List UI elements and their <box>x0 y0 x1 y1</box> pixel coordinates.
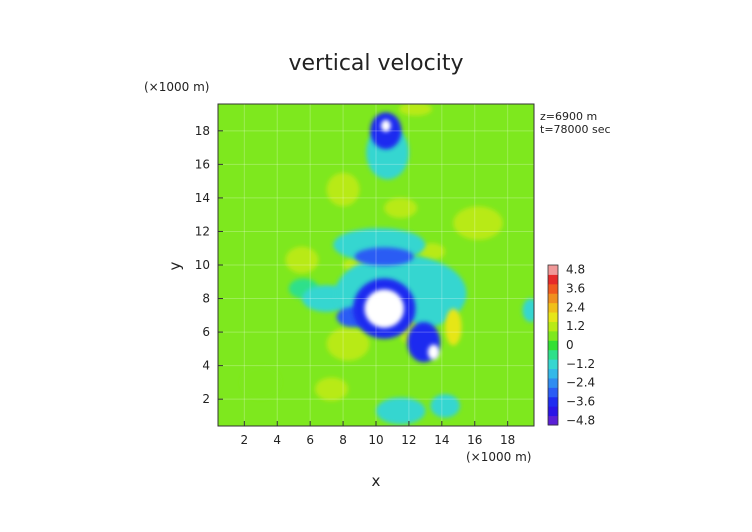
velocity-cell-27 <box>418 243 446 260</box>
colorbar-swatch-6 <box>548 359 558 370</box>
x-tick-label-0: 2 <box>241 433 249 447</box>
colorbar-swatch-16 <box>548 265 558 275</box>
grid-lines <box>218 104 534 426</box>
y-tick-label-3: 8 <box>202 292 210 306</box>
y-tick-label-1: 4 <box>202 359 210 373</box>
velocity-cell-25 <box>241 365 281 400</box>
velocity-cell-20 <box>326 172 360 207</box>
colorbar-swatch-8 <box>548 340 558 351</box>
velocity-cell-7 <box>354 247 414 266</box>
x-axis-ticks: 2 4 6 8 10 12 14 16 18 <box>241 421 515 447</box>
colorbar-swatch-12 <box>548 302 558 313</box>
colorbar-swatch-14 <box>548 283 558 294</box>
y-axis-unit: (×1000 m) <box>144 80 209 94</box>
annotation-time: t=78000 sec <box>540 123 611 136</box>
colorbar-label-5: −1.2 <box>566 357 595 371</box>
colorbar-label-8: −4.8 <box>566 413 595 427</box>
x-tick-label-3: 8 <box>339 433 347 447</box>
velocity-cell-11 <box>376 397 426 425</box>
velocity-cell-16 <box>445 308 462 346</box>
velocity-cell-15 <box>522 298 534 323</box>
velocity-cell-21 <box>453 206 503 240</box>
y-tick-label-6: 14 <box>195 191 210 205</box>
y-tick-label-5: 12 <box>195 224 210 238</box>
colorbar-label-7: −3.6 <box>566 394 595 408</box>
x-tick-label-6: 14 <box>434 433 449 447</box>
x-tick-label-2: 6 <box>306 433 314 447</box>
velocity-cell-22 <box>285 246 319 274</box>
x-tick-label-5: 12 <box>401 433 416 447</box>
annotation-height: z=6900 m <box>540 110 597 123</box>
y-tick-label-8: 18 <box>195 124 210 138</box>
x-tick-label-1: 4 <box>273 433 281 447</box>
colorbar-swatch-10 <box>548 321 558 332</box>
velocity-field <box>241 104 534 425</box>
colorbar-swatch-2 <box>548 396 558 407</box>
colorbar-frame <box>547 264 559 426</box>
colorbar-swatch-5 <box>548 368 558 379</box>
colorbar: 4.8 3.6 2.4 1.2 0 −1.2 −2.4 −3.6 −4.8 <box>547 263 595 427</box>
velocity-cell-1 <box>364 289 404 328</box>
y-tick-label-4: 10 <box>195 258 210 272</box>
colorbar-label-6: −2.4 <box>566 376 595 390</box>
velocity-cell-23 <box>399 104 432 116</box>
velocity-cell-3 <box>427 344 440 360</box>
y-tick-label-0: 2 <box>202 392 210 406</box>
colorbar-swatch-15 <box>548 274 558 285</box>
colorbar-swatch-11 <box>548 312 558 322</box>
chart-title: vertical velocity <box>288 51 463 76</box>
plot-area: 2 4 6 8 10 12 14 16 18 2 4 6 8 10 12 14 16 18 <box>195 103 535 447</box>
velocity-cell-24 <box>315 377 349 401</box>
velocity-cell-19 <box>384 197 418 219</box>
colorbar-label-3: 1.2 <box>566 319 585 333</box>
x-axis-label: x <box>372 472 381 490</box>
y-tick-label-2: 6 <box>202 325 210 339</box>
colorbar-swatch-9 <box>548 330 558 341</box>
velocity-cell-18 <box>326 327 370 361</box>
x-tick-label-4: 10 <box>368 433 383 447</box>
velocity-cell-12 <box>430 394 460 418</box>
colorbar-label-2: 2.4 <box>566 300 585 314</box>
y-axis-ticks: 2 4 6 8 10 12 14 16 18 <box>195 124 223 406</box>
x-tick-label-7: 16 <box>467 433 482 447</box>
velocity-cell-6 <box>380 119 391 132</box>
y-tick-label-7: 16 <box>195 157 210 171</box>
colorbar-label-0: 4.8 <box>566 263 585 277</box>
y-axis-label: y <box>166 261 184 270</box>
colorbar-swatch-1 <box>548 406 558 417</box>
x-axis-unit: (×1000 m) <box>466 450 531 464</box>
colorbar-swatch-3 <box>548 387 558 398</box>
colorbar-swatch-4 <box>548 377 558 388</box>
colorbar-label-1: 3.6 <box>566 282 585 296</box>
x-tick-label-8: 18 <box>500 433 515 447</box>
colorbar-swatch-13 <box>548 293 558 304</box>
colorbar-label-4: 0 <box>566 338 574 352</box>
colorbar-swatch-0 <box>548 415 558 426</box>
colorbar-swatch-7 <box>548 349 558 360</box>
